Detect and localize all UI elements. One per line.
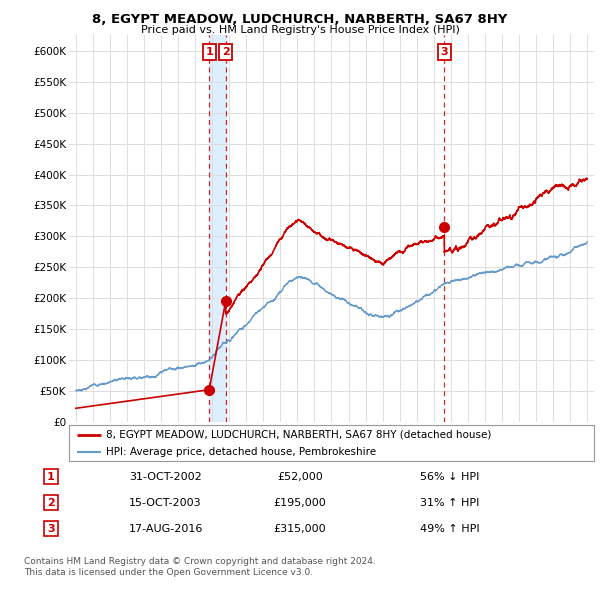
Text: Price paid vs. HM Land Registry's House Price Index (HPI): Price paid vs. HM Land Registry's House … <box>140 25 460 35</box>
Text: £195,000: £195,000 <box>274 498 326 507</box>
Text: 56% ↓ HPI: 56% ↓ HPI <box>420 472 479 481</box>
Text: Contains HM Land Registry data © Crown copyright and database right 2024.: Contains HM Land Registry data © Crown c… <box>24 558 376 566</box>
Text: £315,000: £315,000 <box>274 524 326 533</box>
Text: 1: 1 <box>47 472 55 481</box>
Text: 8, EGYPT MEADOW, LUDCHURCH, NARBERTH, SA67 8HY (detached house): 8, EGYPT MEADOW, LUDCHURCH, NARBERTH, SA… <box>106 430 491 440</box>
Text: 15-OCT-2003: 15-OCT-2003 <box>129 498 202 507</box>
Text: This data is licensed under the Open Government Licence v3.0.: This data is licensed under the Open Gov… <box>24 568 313 577</box>
Text: 2: 2 <box>222 47 230 57</box>
Text: 31-OCT-2002: 31-OCT-2002 <box>129 472 202 481</box>
Text: 17-AUG-2016: 17-AUG-2016 <box>129 524 203 533</box>
Text: 3: 3 <box>440 47 448 57</box>
Text: HPI: Average price, detached house, Pembrokeshire: HPI: Average price, detached house, Pemb… <box>106 447 376 457</box>
Text: 2: 2 <box>47 498 55 507</box>
Text: 8, EGYPT MEADOW, LUDCHURCH, NARBERTH, SA67 8HY: 8, EGYPT MEADOW, LUDCHURCH, NARBERTH, SA… <box>92 13 508 26</box>
Text: £52,000: £52,000 <box>277 472 323 481</box>
Text: 49% ↑ HPI: 49% ↑ HPI <box>420 524 479 533</box>
Text: 31% ↑ HPI: 31% ↑ HPI <box>420 498 479 507</box>
Bar <box>209 35 226 422</box>
Text: 1: 1 <box>205 47 213 57</box>
Text: 3: 3 <box>47 524 55 533</box>
